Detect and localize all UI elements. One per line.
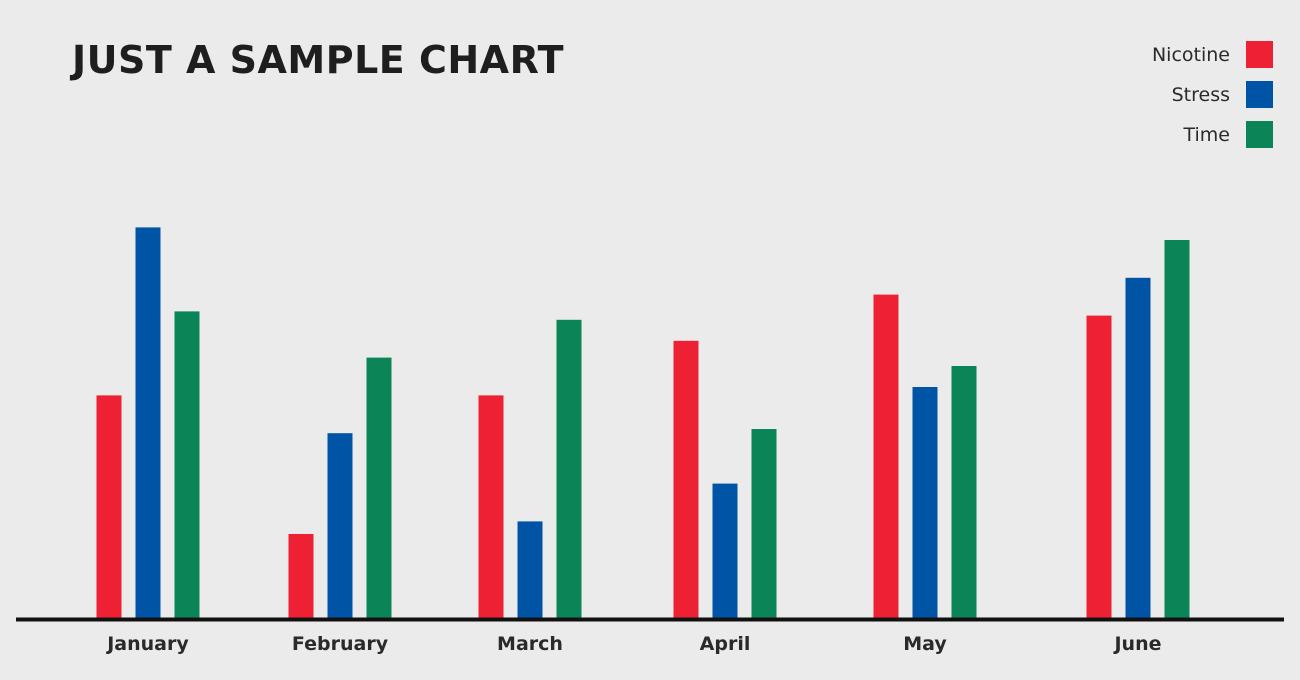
legend-item-time: Time (1152, 121, 1273, 148)
x-tick-label-january: January (105, 633, 189, 655)
legend-item-nicotine: Nicotine (1152, 41, 1273, 68)
legend-label: Nicotine (1151, 43, 1230, 66)
bar-may-stress (912, 387, 938, 618)
x-tick-label-may: May (903, 633, 947, 655)
chart-title: JUST A SAMPLE CHART (72, 38, 565, 82)
x-tick-label-march: March (497, 633, 563, 655)
legend-swatch (1246, 81, 1273, 108)
bar-february-nicotine (288, 534, 314, 618)
bar-january-nicotine (96, 395, 122, 618)
bar-march-time (556, 319, 582, 618)
bar-april-stress (712, 483, 738, 618)
legend-swatch (1246, 121, 1273, 148)
bar-january-stress (135, 227, 161, 618)
x-tick-labels: January February March April May June (105, 633, 1161, 655)
bar-may-nicotine (873, 294, 899, 618)
bars-group (96, 227, 1190, 618)
legend-item-stress: Stress (1152, 81, 1273, 108)
bar-february-stress (327, 433, 353, 618)
bar-june-stress (1125, 277, 1151, 618)
legend-label: Stress (1171, 83, 1230, 106)
bar-june-time (1164, 240, 1190, 618)
bar-january-time (174, 311, 200, 618)
x-tick-label-april: April (700, 633, 751, 655)
legend-swatch (1246, 41, 1273, 68)
bar-march-stress (517, 521, 543, 618)
legend-label: Time (1183, 123, 1231, 146)
legend: Nicotine Stress Time (1152, 41, 1273, 161)
bar-march-nicotine (478, 395, 504, 618)
bar-may-time (951, 366, 977, 618)
bar-april-nicotine (673, 340, 699, 618)
bar-june-nicotine (1086, 315, 1112, 618)
bar-february-time (366, 357, 392, 618)
x-tick-label-february: February (292, 633, 389, 655)
bar-april-time (751, 429, 777, 618)
x-tick-label-june: June (1112, 633, 1161, 655)
